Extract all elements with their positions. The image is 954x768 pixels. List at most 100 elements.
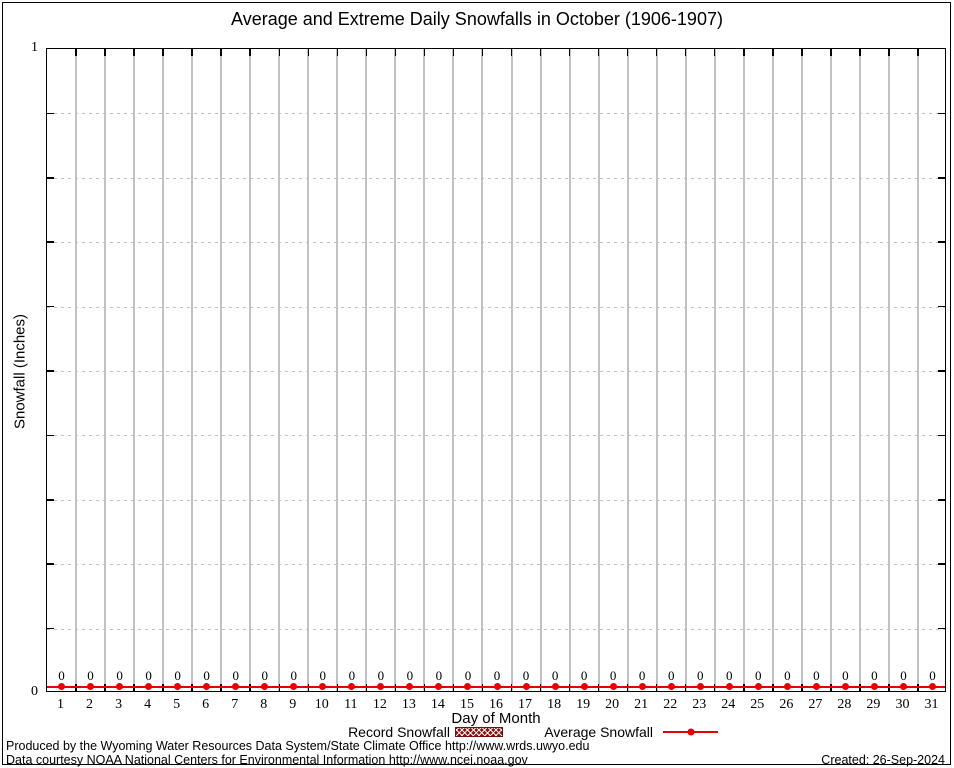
average-snowfall-point (261, 683, 269, 690)
vertical-gridline (916, 49, 919, 691)
average-snowfall-point (638, 683, 646, 690)
horizontal-gridline (47, 242, 945, 244)
average-snowfall-point (783, 683, 791, 690)
vertical-gridline (510, 49, 513, 691)
x-tick-label: 22 (663, 697, 678, 712)
x-tick-mark-top (655, 49, 658, 56)
vertical-gridline (684, 49, 687, 691)
plot-area: 0 0 0 0 0 0 0 0 0 0 0 0 0 0 0 0 0 0 0 0 0 0 0 0 0 0 0 0 0 0 0 (46, 48, 946, 692)
y-tick-mark-right (938, 305, 945, 308)
average-snowfall-line-sample (663, 728, 718, 736)
chart-title: Average and Extreme Daily Snowfalls in O… (231, 9, 723, 29)
point-value-label: 0 (58, 668, 65, 683)
x-tick-label: 13 (401, 697, 416, 712)
y-tick-mark-right (938, 177, 945, 179)
x-tick-mark-top (365, 49, 368, 56)
point-value-label: 0 (667, 668, 675, 683)
x-tick-mark-top (104, 49, 106, 56)
vertical-gridline (626, 49, 629, 691)
x-tick-mark-top (568, 49, 571, 56)
point-value-label: 0 (87, 668, 94, 683)
y-tick-mark-left (47, 499, 54, 501)
x-tick-label: 15 (459, 697, 474, 712)
x-tick-mark-top (772, 49, 774, 56)
average-snowfall-point (464, 683, 472, 690)
x-tick-label: 11 (344, 697, 358, 712)
vertical-gridline (742, 49, 745, 691)
average-snowfall-point (870, 683, 878, 690)
point-value-label: 0 (726, 668, 733, 683)
y-tick-mark-right (938, 112, 945, 115)
vertical-gridline (394, 49, 397, 691)
x-tick-label: 18 (547, 697, 562, 712)
x-tick-label: 23 (692, 697, 707, 712)
x-tick-label: 9 (289, 697, 297, 712)
vertical-gridline (713, 49, 716, 691)
x-tick-label: 17 (518, 697, 533, 712)
point-value-label: 0 (174, 668, 181, 683)
average-snowfall-point-marker (687, 728, 694, 736)
vertical-gridline (423, 49, 426, 691)
point-value-label: 0 (842, 668, 849, 683)
x-tick-mark-top (220, 49, 222, 56)
average-snowfall-point (145, 683, 153, 690)
x-tick-label: 26 (779, 697, 794, 712)
horizontal-gridline (47, 564, 945, 566)
x-tick-label: 29 (866, 697, 881, 712)
vertical-gridline (481, 49, 484, 691)
footer-created-date: Created: 26-Sep-2024 (821, 753, 945, 767)
x-tick-label: 12 (372, 697, 387, 712)
average-snowfall-point (406, 683, 414, 690)
y-tick-mark-left (47, 627, 54, 630)
legend: Record Snowfall Average Snowfall (0, 723, 954, 740)
x-tick-label: 21 (634, 697, 649, 712)
x-tick-mark-top (830, 49, 832, 56)
x-tick-mark-top (539, 49, 542, 56)
average-snowfall-point (580, 683, 588, 690)
point-value-label: 0 (580, 668, 588, 683)
x-tick-label: 3 (115, 697, 123, 712)
legend-label-average-snowfall: Average Snowfall (544, 724, 653, 740)
average-snowfall-point (87, 683, 95, 690)
y-tick-mark-left (47, 112, 54, 115)
x-tick-mark-top (713, 49, 716, 56)
vertical-gridline (365, 49, 368, 691)
x-tick-label: 25 (750, 697, 765, 712)
y-tick-label: 0 (31, 684, 38, 699)
vertical-gridline (278, 49, 281, 691)
vertical-gridline (858, 49, 861, 691)
average-snowfall-point (377, 683, 385, 690)
x-tick-label: 20 (605, 697, 620, 712)
x-tick-mark-top (75, 49, 77, 56)
vertical-gridline (887, 49, 890, 691)
point-value-label: 0 (116, 668, 123, 683)
x-tick-label: 31 (924, 697, 939, 712)
vertical-gridline (191, 49, 194, 691)
point-value-label: 0 (435, 668, 443, 683)
x-tick-label: 30 (895, 697, 910, 712)
average-snowfall-point (348, 683, 356, 690)
y-tick-mark-right (938, 563, 945, 565)
x-tick-label: 7 (231, 697, 239, 712)
point-value-label: 0 (232, 668, 239, 683)
point-value-label: 0 (871, 668, 878, 683)
horizontal-gridline (47, 177, 945, 179)
point-value-label: 0 (377, 668, 385, 683)
average-snowfall-point (725, 683, 733, 690)
vertical-gridline (771, 49, 774, 691)
average-snowfall-point (696, 683, 704, 690)
vertical-gridline (104, 49, 107, 691)
y-tick-mark-right (938, 434, 945, 437)
average-snowfall-point (928, 683, 936, 690)
point-value-label: 0 (290, 668, 298, 683)
y-tick-mark-right (938, 370, 945, 372)
x-tick-label: 5 (173, 697, 181, 712)
point-value-label: 0 (406, 668, 414, 683)
vertical-gridline (75, 49, 78, 691)
horizontal-gridline (47, 499, 945, 501)
average-snowfall-point (754, 683, 762, 690)
y-tick-mark-left (47, 563, 54, 565)
point-value-label: 0 (464, 668, 472, 683)
average-snowfall-point (58, 683, 66, 690)
vertical-gridline (539, 49, 542, 691)
